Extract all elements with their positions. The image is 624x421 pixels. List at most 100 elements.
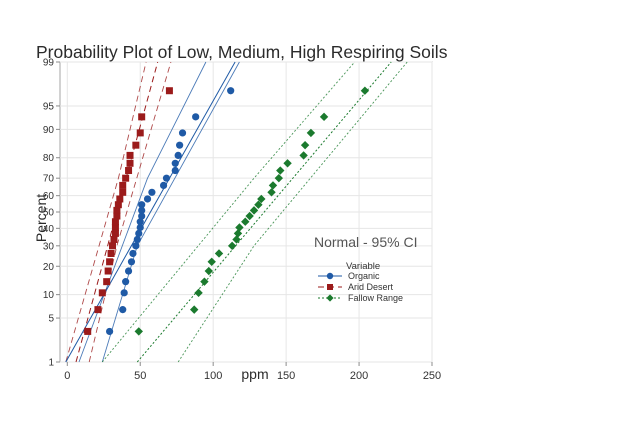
arid-desert-point: [111, 229, 119, 237]
fallow-range-point: [257, 194, 266, 204]
organic-point: [174, 151, 182, 159]
organic-point: [138, 212, 146, 220]
fallow-range-point: [214, 249, 224, 258]
fallow-range-point: [207, 257, 216, 266]
fallow-range-point: [306, 128, 316, 138]
organic-point: [148, 188, 156, 196]
organic-point: [119, 306, 127, 314]
arid-desert-point: [138, 113, 146, 121]
organic-point: [135, 229, 143, 237]
fallow-range-point: [233, 229, 243, 238]
legend-label-organic: Organic: [348, 271, 380, 281]
y-tick-label: 60: [43, 191, 55, 202]
x-axis-label: ppm: [241, 366, 268, 382]
organic-ci-upper: [78, 61, 207, 363]
x-tick-label: 250: [423, 370, 441, 382]
organic-point: [171, 166, 179, 175]
arid-desert-point: [110, 235, 118, 243]
organic-point: [162, 174, 171, 182]
legend-marker-organic: [326, 272, 334, 280]
legend-marker-fallow-range: [326, 294, 334, 302]
organic-point: [138, 206, 146, 214]
organic-point: [106, 327, 114, 336]
x-tick-label: 100: [204, 370, 222, 382]
arid-desert-ci-upper: [65, 61, 147, 363]
x-tick-label: 0: [64, 370, 70, 382]
fallow-range-point: [300, 140, 310, 150]
organic-point: [136, 218, 144, 226]
fallow-range-point: [360, 86, 370, 95]
arid-desert-point: [98, 289, 106, 297]
arid-desert-point: [126, 159, 134, 167]
y-tick-label: 95: [43, 101, 55, 112]
y-axis-label: Percent: [33, 194, 49, 242]
fallow-range-point: [245, 211, 254, 221]
arid-desert-point: [107, 249, 115, 257]
x-tick-label: 150: [277, 370, 295, 382]
arid-desert-point: [84, 327, 92, 335]
chart-title: Probability Plot of Low, Medium, High Re…: [36, 42, 448, 62]
arid-desert-point: [136, 129, 144, 137]
arid-desert-point: [132, 141, 140, 149]
arid-desert-point: [119, 181, 127, 189]
organic-point: [159, 181, 168, 190]
fallow-range-point: [204, 266, 213, 276]
organic-point: [227, 87, 235, 95]
organic-point: [178, 129, 187, 137]
arid-desert-point: [125, 167, 133, 175]
organic-point: [143, 195, 152, 203]
arid-desert-point: [113, 206, 121, 214]
fallow-range-point: [200, 277, 209, 286]
organic-point: [129, 249, 137, 258]
arid-desert-point: [111, 218, 119, 226]
arid-desert-point: [165, 87, 173, 95]
legend-title: Variable: [346, 261, 380, 272]
distribution-annotation: Normal - 95% CI: [314, 234, 417, 250]
fallow-range-point: [268, 181, 278, 190]
y-tick-label: 80: [43, 153, 55, 164]
arid-desert-point: [116, 195, 124, 203]
y-tick-label: 90: [43, 125, 55, 136]
fallow-range-point: [241, 217, 250, 226]
organic-point: [124, 267, 133, 275]
organic-point: [171, 159, 179, 167]
y-tick-label: 30: [43, 241, 55, 252]
y-tick-label: 1: [48, 358, 54, 369]
x-tick-label: 50: [134, 370, 146, 382]
fallow-range-ci-upper: [101, 61, 356, 363]
arid-desert-point: [111, 224, 119, 232]
organic-point: [120, 289, 128, 297]
organic-point: [176, 141, 184, 149]
arid-desert-point: [126, 151, 134, 159]
fallow-range-point: [299, 151, 308, 160]
organic-fit-line: [65, 61, 236, 363]
legend-marker-arid-desert: [327, 284, 333, 290]
fallow-range-point: [276, 166, 285, 175]
organic-point: [122, 278, 130, 286]
y-tick-label: 40: [43, 224, 55, 235]
arid-desert-point: [119, 188, 127, 196]
organic-point: [132, 242, 140, 250]
fallow-range-fit-line: [136, 61, 392, 363]
grid-layer: [60, 61, 433, 363]
fallow-range-point: [319, 112, 329, 122]
arid-desert-point: [114, 201, 122, 209]
fallow-range-point: [232, 235, 241, 244]
organic-point: [192, 113, 200, 121]
data-point-layer: [84, 86, 370, 336]
arid-desert-point: [122, 174, 130, 182]
y-tick-label: 5: [48, 314, 54, 325]
arid-desert-point: [94, 306, 102, 314]
y-tick-label: 70: [43, 174, 55, 185]
arid-desert-point: [103, 278, 111, 286]
organic-point: [138, 201, 146, 209]
fallow-range-point: [283, 159, 292, 168]
fallow-range-point: [194, 288, 203, 298]
fallow-range-point: [190, 305, 199, 314]
fallow-range-point: [267, 188, 276, 197]
arid-desert-point: [104, 267, 112, 275]
axis-layer: 0 50 100 150 200 250 1 5 10 20 30 40 50 60 70 80 90 95 99: [43, 58, 441, 383]
